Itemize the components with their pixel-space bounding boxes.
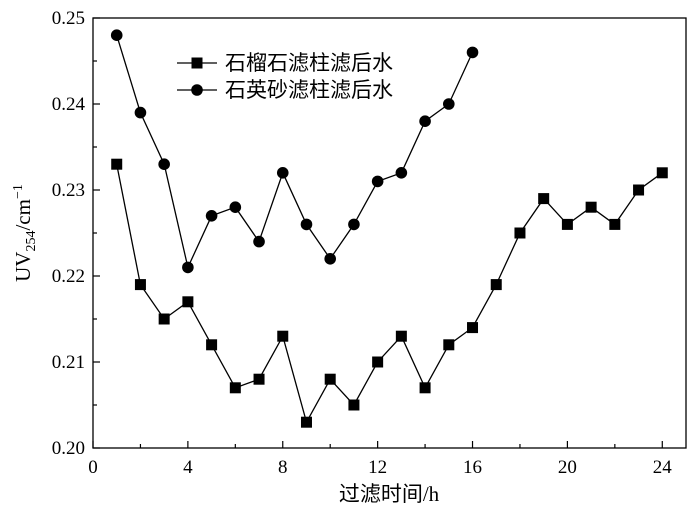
x-axis-ticks: 0 4 8 12 16 20 24 xyxy=(88,441,672,478)
x-axis-title: 过滤时间/h xyxy=(339,482,440,506)
data-point-circle xyxy=(205,210,218,222)
data-point-square xyxy=(182,296,194,308)
data-point-square xyxy=(656,167,668,179)
x-tick-label: 4 xyxy=(183,457,193,478)
data-point-circle xyxy=(300,218,313,231)
data-point-square xyxy=(538,193,550,205)
series-quartz xyxy=(110,29,479,274)
series-layer xyxy=(110,29,668,428)
data-point-square xyxy=(158,313,170,325)
legend-label-garnet: 石榴石滤柱滤后水 xyxy=(225,51,393,75)
data-point-square xyxy=(585,201,597,213)
y-tick-label: 0.20 xyxy=(52,438,85,459)
data-point-circle xyxy=(110,29,123,41)
data-point-circle xyxy=(182,261,194,274)
series-garnet xyxy=(111,158,668,428)
data-point-square xyxy=(467,322,479,334)
series-line xyxy=(116,35,474,270)
data-point-square xyxy=(419,382,431,394)
legend-marker-circle xyxy=(191,84,203,96)
data-point-circle xyxy=(158,158,170,170)
data-point-square xyxy=(300,416,312,428)
x-tick-label: 12 xyxy=(368,457,387,478)
data-point-square xyxy=(348,399,360,411)
x-tick-label: 0 xyxy=(88,457,98,478)
legend-marker-square xyxy=(191,57,203,69)
y-tick-label: 0.25 xyxy=(52,8,85,29)
legend: 石榴石滤柱滤后水 石英砂滤柱滤后水 xyxy=(177,51,393,102)
data-point-square xyxy=(277,330,289,342)
data-point-circle xyxy=(276,167,289,179)
data-point-circle xyxy=(443,98,455,110)
data-point-square xyxy=(324,373,336,385)
x-tick-label: 8 xyxy=(278,457,288,478)
data-point-square xyxy=(229,382,241,394)
data-point-square xyxy=(490,279,502,291)
x-tick-label: 16 xyxy=(463,457,482,478)
data-point-square xyxy=(633,184,645,196)
data-point-square xyxy=(253,373,265,385)
data-point-square xyxy=(395,330,407,342)
data-point-circle xyxy=(134,106,147,119)
data-point-circle xyxy=(253,235,265,248)
data-point-circle xyxy=(395,167,408,179)
data-point-circle xyxy=(371,175,384,188)
data-point-square xyxy=(372,356,384,368)
data-point-square xyxy=(206,339,218,351)
y-tick-label: 0.22 xyxy=(52,266,85,287)
x-tick-label: 24 xyxy=(653,457,673,478)
data-point-circle xyxy=(324,252,337,265)
data-point-square xyxy=(443,339,455,351)
legend-label-quartz: 石英砂滤柱滤后水 xyxy=(225,78,393,102)
data-point-square xyxy=(111,158,123,170)
y-tick-label: 0.23 xyxy=(52,180,85,201)
y-axis-title: UV254/cm−1 xyxy=(11,184,39,282)
data-point-square xyxy=(514,227,526,239)
data-point-circle xyxy=(466,46,479,59)
data-point-square xyxy=(609,218,621,230)
y-tick-label: 0.21 xyxy=(52,352,85,373)
y-axis-ticks: 0.20 0.21 0.22 0.23 0.24 0.25 xyxy=(52,8,100,459)
data-point-square xyxy=(134,279,146,291)
series-line xyxy=(116,164,663,424)
data-point-circle xyxy=(348,218,360,231)
data-point-square xyxy=(561,218,573,230)
data-point-circle xyxy=(419,115,431,127)
data-point-circle xyxy=(229,201,242,213)
y-tick-label: 0.24 xyxy=(52,94,86,115)
x-tick-label: 20 xyxy=(558,457,577,478)
